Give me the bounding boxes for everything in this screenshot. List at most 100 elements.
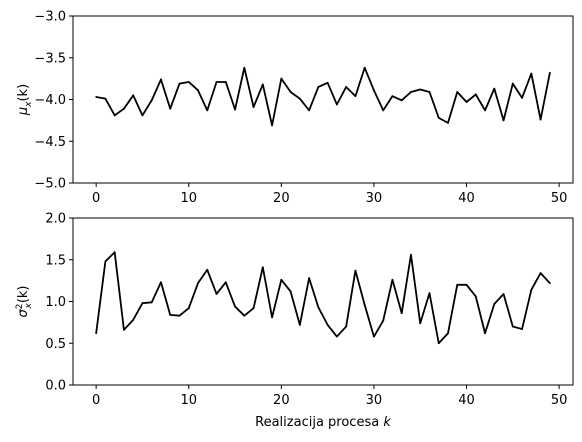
data-point xyxy=(326,323,329,326)
data-point xyxy=(215,81,218,83)
data-point xyxy=(548,71,551,74)
y-tick-label: 2.0 xyxy=(45,212,66,227)
x-tick-label: 20 xyxy=(273,191,290,206)
data-point xyxy=(410,91,412,93)
x-tick-label: 0 xyxy=(92,191,100,206)
y-axis-label: μx(k) xyxy=(16,84,34,116)
data-point xyxy=(326,81,329,84)
data-point xyxy=(400,99,403,102)
data-point xyxy=(308,109,311,112)
data-point xyxy=(539,118,542,121)
y-tick-label: −3.5 xyxy=(34,51,66,66)
data-point xyxy=(511,325,514,328)
x-tick-label: 50 xyxy=(551,191,568,206)
data-point xyxy=(308,277,311,280)
data-point xyxy=(548,282,551,285)
y-axis-label-sup: 2 xyxy=(15,304,25,310)
data-point xyxy=(243,66,246,69)
x-axis-label-text: Realizacija procesa xyxy=(255,415,383,430)
data-point xyxy=(502,293,505,295)
data-point xyxy=(484,109,486,112)
data-point xyxy=(132,94,135,97)
data-point xyxy=(456,91,459,93)
data-point xyxy=(298,323,301,326)
data-point xyxy=(243,314,246,317)
data-point xyxy=(141,302,144,305)
data-point xyxy=(187,81,190,83)
data-point xyxy=(317,306,320,309)
data-point xyxy=(123,328,125,331)
data-point xyxy=(169,313,172,316)
data-point xyxy=(280,278,283,281)
y-axis-label: σ2x(k) xyxy=(15,286,34,318)
data-point xyxy=(345,86,348,88)
data-point xyxy=(474,295,477,298)
y-tick-label: 0.5 xyxy=(45,337,66,352)
y-tick-label: −5.0 xyxy=(34,177,66,192)
x-tick-label: 40 xyxy=(458,393,475,408)
data-point xyxy=(354,269,357,272)
bottom-chart-variance: 0 10 20 30 40 50 0.0 0.5 1.0 1.5 2.0 σ2x(k) Realizac… xyxy=(15,212,574,430)
series-line xyxy=(95,66,551,127)
data-point xyxy=(298,97,301,100)
y-axis-label-base: σ xyxy=(16,308,31,317)
data-point xyxy=(234,108,236,111)
data-point xyxy=(224,81,227,83)
x-axis-label-var: k xyxy=(383,415,391,430)
data-point xyxy=(113,251,116,254)
data-point xyxy=(197,282,199,285)
data-point xyxy=(345,325,348,328)
data-point xyxy=(132,318,135,321)
series-line xyxy=(95,251,551,345)
data-point xyxy=(150,301,153,304)
x-tick-label: 30 xyxy=(366,393,383,408)
data-point xyxy=(410,253,412,256)
data-point xyxy=(104,97,107,100)
y-tick-label: −4.0 xyxy=(34,93,66,108)
data-point xyxy=(206,109,209,112)
data-point xyxy=(271,316,273,319)
y-axis-label-tail: (k) xyxy=(16,84,31,102)
y-axis-label-sub: x xyxy=(24,101,34,108)
data-point xyxy=(169,107,172,110)
plot-frame xyxy=(72,217,574,386)
data-point xyxy=(530,72,533,75)
data-point xyxy=(400,312,403,315)
data-point xyxy=(465,101,468,103)
data-point xyxy=(437,116,440,119)
data-point xyxy=(113,114,116,117)
data-point xyxy=(252,307,255,310)
y-tick-label: −3.0 xyxy=(34,10,66,25)
data-point xyxy=(539,272,542,275)
y-axis-label-base: μ xyxy=(16,107,31,116)
data-point xyxy=(502,119,505,122)
data-point xyxy=(373,335,375,338)
data-point xyxy=(521,96,523,99)
data-point xyxy=(261,266,264,269)
data-point xyxy=(511,82,514,85)
data-point xyxy=(197,89,199,92)
x-tick-label: 10 xyxy=(180,191,197,206)
y-tick-label: 1.5 xyxy=(45,253,66,268)
data-point xyxy=(178,82,181,85)
y-tick-label: −4.5 xyxy=(34,135,66,150)
data-point xyxy=(261,83,264,86)
data-point xyxy=(335,335,338,338)
y-tick-label: 1.0 xyxy=(45,295,66,310)
data-point xyxy=(437,342,440,345)
x-tick-label: 20 xyxy=(273,393,290,408)
data-point xyxy=(484,332,486,335)
data-point xyxy=(178,314,181,317)
data-point xyxy=(474,93,477,96)
data-point xyxy=(530,288,533,291)
data-point xyxy=(419,88,422,91)
data-point xyxy=(141,114,144,117)
data-point xyxy=(382,109,385,112)
x-tick-label: 50 xyxy=(551,393,568,408)
y-axis-label-tail: (k) xyxy=(16,286,31,304)
data-point xyxy=(391,95,394,98)
top-chart-mean: 0 10 20 30 40 50 −5.0 −4.5 −4.0 −3.5 −3.0 μx(k) xyxy=(16,10,574,206)
data-point xyxy=(280,77,283,80)
x-tick-label: 30 xyxy=(366,191,383,206)
data-point xyxy=(363,303,366,306)
